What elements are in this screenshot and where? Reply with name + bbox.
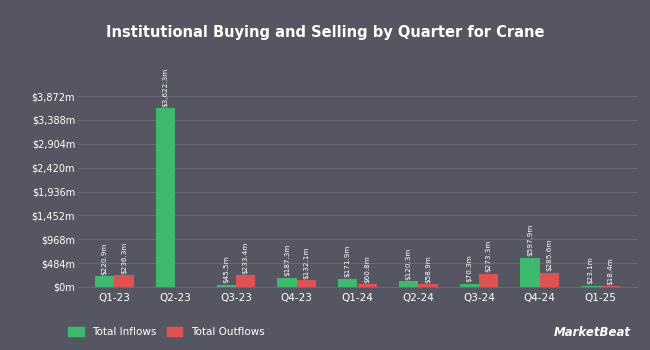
Text: $285.6m: $285.6m (547, 239, 552, 272)
Text: $120.3m: $120.3m (406, 247, 411, 280)
Text: $3,622.3m: $3,622.3m (162, 68, 168, 107)
Text: $18.4m: $18.4m (607, 257, 613, 285)
Text: $58.9m: $58.9m (425, 255, 431, 282)
Bar (216, 285, 236, 287)
Text: $23.1m: $23.1m (588, 257, 594, 285)
Bar (418, 284, 437, 287)
Bar (358, 284, 377, 287)
Text: $70.3m: $70.3m (466, 254, 473, 282)
Text: $187.3m: $187.3m (284, 244, 290, 276)
Bar (521, 258, 539, 287)
Bar (236, 275, 255, 287)
Text: $45.5m: $45.5m (223, 256, 229, 283)
Text: $236.3m: $236.3m (121, 241, 127, 274)
Text: $220.9m: $220.9m (102, 242, 108, 275)
Bar (479, 273, 499, 287)
Text: $273.3m: $273.3m (486, 240, 492, 272)
Bar (278, 278, 297, 287)
Bar (95, 276, 114, 287)
Bar (460, 284, 479, 287)
Bar (297, 280, 316, 287)
Text: MarketBeat: MarketBeat (554, 327, 630, 340)
Text: $171.9m: $171.9m (344, 245, 351, 277)
Bar (114, 275, 134, 287)
Text: $233.4m: $233.4m (242, 241, 249, 274)
Bar (601, 286, 620, 287)
Text: Institutional Buying and Selling by Quarter for Crane: Institutional Buying and Selling by Quar… (106, 25, 544, 40)
Bar (399, 281, 418, 287)
Text: $132.1m: $132.1m (304, 247, 309, 279)
Bar (338, 279, 358, 287)
Text: $60.8m: $60.8m (364, 255, 370, 282)
Bar (581, 286, 601, 287)
Legend: Total Inflows, Total Outflows: Total Inflows, Total Outflows (64, 323, 268, 341)
Text: $597.9m: $597.9m (527, 224, 533, 256)
Bar (540, 273, 559, 287)
Bar (156, 108, 176, 287)
